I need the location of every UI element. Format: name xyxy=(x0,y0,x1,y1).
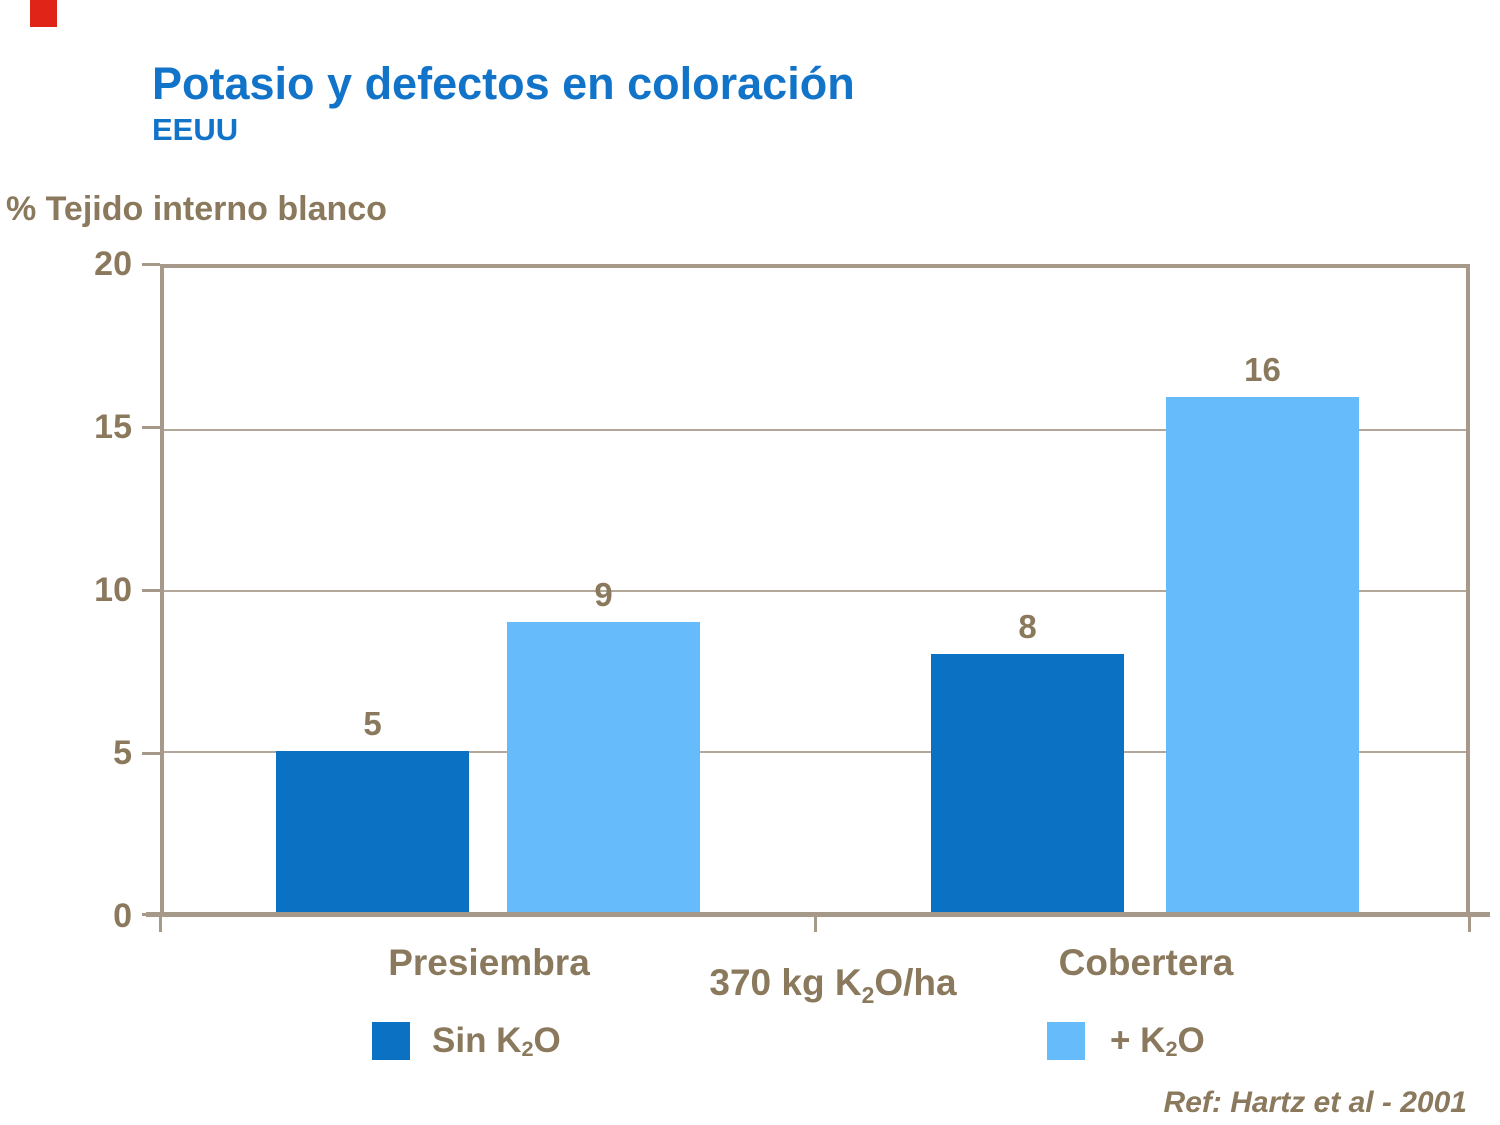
x-tick-left xyxy=(159,916,162,932)
y-axis-title: % Tejido interno blanco xyxy=(6,190,387,228)
x-axis-note: 370 kg K2O/ha xyxy=(673,962,993,1008)
bar-cobertera-plus-k2o: 16 xyxy=(1166,268,1359,912)
legend-text: Sin K xyxy=(432,1021,522,1060)
x-axis-note-text: 370 kg K xyxy=(709,962,862,1003)
bar-value-label: 16 xyxy=(1244,350,1281,388)
bar-rect xyxy=(507,622,700,912)
bar-value-label: 5 xyxy=(363,705,382,742)
page-subtitle: EEUU xyxy=(152,112,239,147)
y-tick-label-0: 0 xyxy=(113,897,132,935)
legend-text: + K xyxy=(1110,1021,1166,1060)
bar-value-label: 9 xyxy=(594,576,613,614)
bar-rect xyxy=(276,751,469,912)
legend-text: O xyxy=(533,1021,561,1060)
gridline-15 xyxy=(164,429,1466,431)
legend-swatch-sin-k2o xyxy=(372,1022,410,1060)
gridline-5 xyxy=(164,751,1466,753)
y-tick-15 xyxy=(142,426,160,429)
y-tick-label-5: 5 xyxy=(113,734,132,772)
y-tick-20 xyxy=(142,263,160,266)
gridline-10 xyxy=(164,590,1466,592)
page-title: Potasio y defectos en coloración xyxy=(152,58,855,109)
legend-swatch-plus-k2o xyxy=(1047,1022,1085,1060)
y-tick-label-20: 20 xyxy=(94,245,132,283)
y-tick-label-10: 10 xyxy=(94,571,132,609)
y-tick-label-15: 15 xyxy=(94,408,132,446)
bar-rect xyxy=(1166,396,1359,912)
x-tick-center xyxy=(814,916,817,932)
legend-text: O xyxy=(1177,1021,1205,1060)
bar-presiembra-sin-k2o: 5 xyxy=(276,268,469,912)
bar-presiembra-plus-k2o: 9 xyxy=(507,268,700,912)
x-tick-right xyxy=(1468,916,1471,932)
legend-subscript: 2 xyxy=(521,1035,534,1061)
legend-subscript: 2 xyxy=(1165,1035,1178,1061)
y-tick-10 xyxy=(142,589,160,592)
plot-area: 5 9 8 16 xyxy=(160,264,1470,916)
slide-accent-mark xyxy=(30,0,57,27)
category-label-presiembra: Presiembra xyxy=(388,942,590,983)
x-axis-note-subscript: 2 xyxy=(861,982,875,1009)
y-tick-5 xyxy=(142,752,160,755)
bar-value-label: 8 xyxy=(1018,608,1037,646)
reference-text: Ref: Hartz et al - 2001 xyxy=(1163,1086,1467,1119)
category-label-cobertera: Cobertera xyxy=(1058,942,1234,983)
x-axis-line xyxy=(146,912,1490,917)
x-axis-note-text: O/ha xyxy=(874,962,957,1003)
bar-rect xyxy=(931,654,1124,912)
bar-cobertera-sin-k2o: 8 xyxy=(931,268,1124,912)
